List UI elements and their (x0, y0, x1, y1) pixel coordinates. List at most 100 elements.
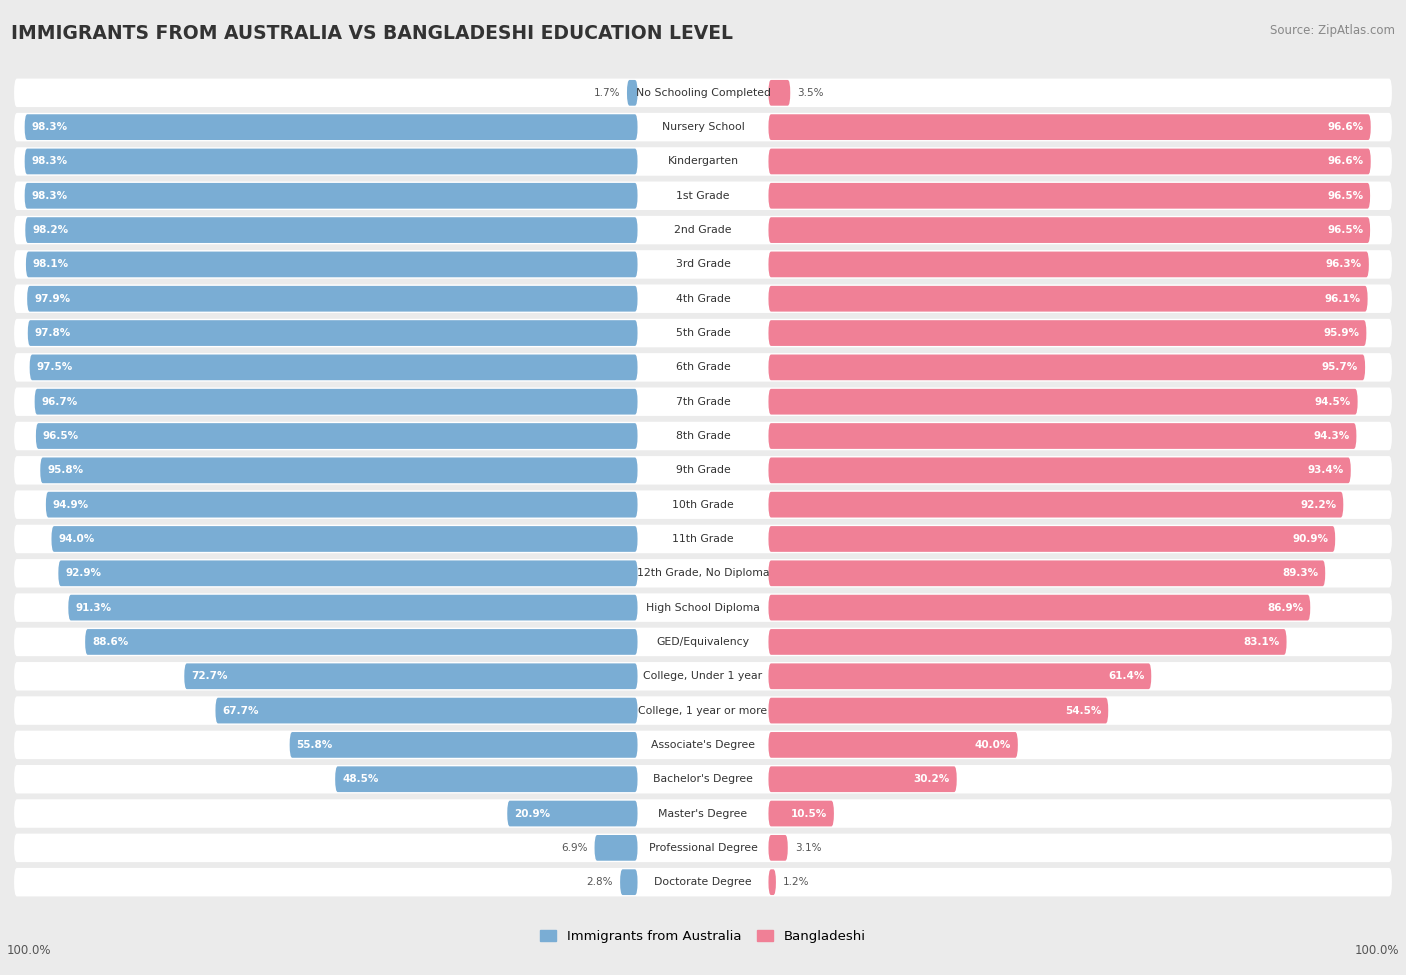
Text: 97.9%: 97.9% (34, 293, 70, 304)
Text: Nursery School: Nursery School (662, 122, 744, 133)
FancyBboxPatch shape (14, 456, 1392, 485)
Text: 95.8%: 95.8% (48, 465, 83, 476)
FancyBboxPatch shape (14, 79, 1392, 107)
Text: 92.2%: 92.2% (1301, 499, 1337, 510)
Text: 86.9%: 86.9% (1267, 603, 1303, 612)
FancyBboxPatch shape (28, 320, 637, 346)
FancyBboxPatch shape (508, 800, 637, 827)
Text: 95.7%: 95.7% (1322, 363, 1358, 372)
FancyBboxPatch shape (769, 252, 1369, 277)
Text: 3rd Grade: 3rd Grade (675, 259, 731, 269)
Text: 96.5%: 96.5% (1327, 191, 1364, 201)
Text: GED/Equivalency: GED/Equivalency (657, 637, 749, 647)
FancyBboxPatch shape (769, 835, 787, 861)
Text: 61.4%: 61.4% (1108, 671, 1144, 682)
Text: 3.1%: 3.1% (794, 842, 821, 853)
Text: 83.1%: 83.1% (1243, 637, 1279, 647)
FancyBboxPatch shape (769, 663, 1152, 689)
FancyBboxPatch shape (769, 183, 1369, 209)
Text: 10.5%: 10.5% (790, 808, 827, 819)
Text: Doctorate Degree: Doctorate Degree (654, 878, 752, 887)
FancyBboxPatch shape (41, 457, 637, 484)
Text: 11th Grade: 11th Grade (672, 534, 734, 544)
FancyBboxPatch shape (335, 766, 637, 792)
FancyBboxPatch shape (769, 355, 1365, 380)
FancyBboxPatch shape (14, 319, 1392, 347)
FancyBboxPatch shape (14, 113, 1392, 141)
FancyBboxPatch shape (769, 561, 1326, 586)
Text: 89.3%: 89.3% (1282, 568, 1319, 578)
FancyBboxPatch shape (25, 252, 637, 277)
Text: 88.6%: 88.6% (91, 637, 128, 647)
Text: 20.9%: 20.9% (515, 808, 550, 819)
FancyBboxPatch shape (14, 215, 1392, 245)
FancyBboxPatch shape (14, 490, 1392, 519)
FancyBboxPatch shape (769, 217, 1369, 243)
FancyBboxPatch shape (69, 595, 637, 620)
FancyBboxPatch shape (14, 696, 1392, 724)
Text: 98.1%: 98.1% (32, 259, 69, 269)
FancyBboxPatch shape (27, 286, 637, 312)
FancyBboxPatch shape (769, 595, 1310, 620)
Text: 94.3%: 94.3% (1313, 431, 1350, 441)
Text: 3.5%: 3.5% (797, 88, 824, 98)
Text: 96.7%: 96.7% (42, 397, 77, 407)
FancyBboxPatch shape (627, 80, 637, 105)
FancyBboxPatch shape (769, 320, 1367, 346)
FancyBboxPatch shape (14, 559, 1392, 588)
Text: 2nd Grade: 2nd Grade (675, 225, 731, 235)
FancyBboxPatch shape (769, 457, 1351, 484)
Text: 96.3%: 96.3% (1326, 259, 1362, 269)
Text: 7th Grade: 7th Grade (676, 397, 730, 407)
FancyBboxPatch shape (769, 491, 1343, 518)
Text: Master's Degree: Master's Degree (658, 808, 748, 819)
Text: 98.3%: 98.3% (31, 156, 67, 167)
FancyBboxPatch shape (769, 389, 1358, 414)
FancyBboxPatch shape (769, 732, 1018, 758)
FancyBboxPatch shape (14, 765, 1392, 794)
Text: 1.7%: 1.7% (593, 88, 620, 98)
FancyBboxPatch shape (30, 355, 637, 380)
FancyBboxPatch shape (14, 353, 1392, 381)
FancyBboxPatch shape (86, 629, 637, 655)
FancyBboxPatch shape (14, 181, 1392, 210)
Text: 100.0%: 100.0% (1354, 945, 1399, 957)
FancyBboxPatch shape (14, 251, 1392, 279)
FancyBboxPatch shape (35, 389, 637, 414)
FancyBboxPatch shape (769, 114, 1371, 140)
FancyBboxPatch shape (620, 870, 637, 895)
Text: 96.6%: 96.6% (1327, 122, 1364, 133)
FancyBboxPatch shape (769, 526, 1336, 552)
FancyBboxPatch shape (595, 835, 637, 861)
Text: No Schooling Completed: No Schooling Completed (636, 88, 770, 98)
FancyBboxPatch shape (769, 800, 834, 827)
Text: 10th Grade: 10th Grade (672, 499, 734, 510)
Text: 6th Grade: 6th Grade (676, 363, 730, 372)
FancyBboxPatch shape (14, 147, 1392, 176)
FancyBboxPatch shape (215, 698, 637, 723)
Text: 91.3%: 91.3% (75, 603, 111, 612)
Text: Bachelor's Degree: Bachelor's Degree (652, 774, 754, 784)
Text: Kindergarten: Kindergarten (668, 156, 738, 167)
FancyBboxPatch shape (14, 800, 1392, 828)
Text: 93.4%: 93.4% (1308, 465, 1344, 476)
FancyBboxPatch shape (769, 766, 956, 792)
Text: Source: ZipAtlas.com: Source: ZipAtlas.com (1270, 24, 1395, 37)
Text: College, Under 1 year: College, Under 1 year (644, 671, 762, 682)
Text: 9th Grade: 9th Grade (676, 465, 730, 476)
FancyBboxPatch shape (769, 148, 1371, 175)
FancyBboxPatch shape (769, 870, 776, 895)
FancyBboxPatch shape (14, 662, 1392, 690)
Text: 8th Grade: 8th Grade (676, 431, 730, 441)
FancyBboxPatch shape (14, 628, 1392, 656)
Text: 6.9%: 6.9% (561, 842, 588, 853)
Text: 94.9%: 94.9% (53, 499, 89, 510)
FancyBboxPatch shape (290, 732, 637, 758)
Legend: Immigrants from Australia, Bangladeshi: Immigrants from Australia, Bangladeshi (536, 925, 870, 949)
FancyBboxPatch shape (184, 663, 637, 689)
FancyBboxPatch shape (25, 183, 637, 209)
FancyBboxPatch shape (14, 868, 1392, 896)
Text: 30.2%: 30.2% (914, 774, 950, 784)
Text: 98.2%: 98.2% (32, 225, 69, 235)
FancyBboxPatch shape (25, 217, 637, 243)
